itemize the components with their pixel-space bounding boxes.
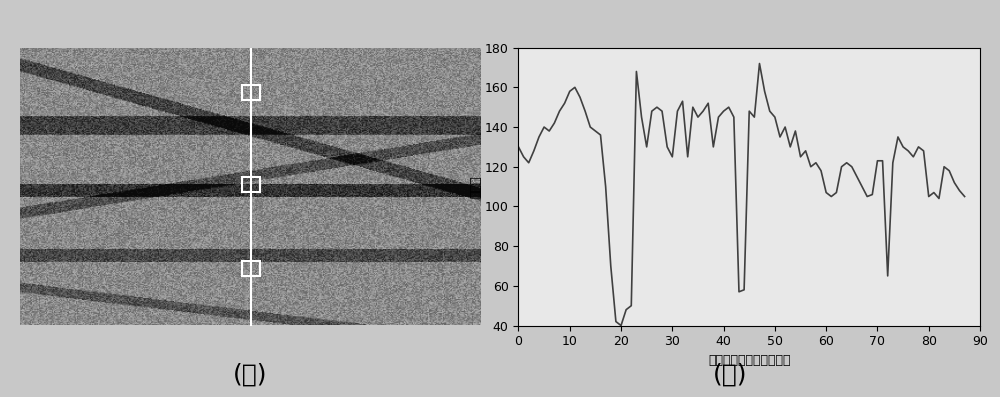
Y-axis label: 灰度级: 灰度级 <box>469 175 482 198</box>
Bar <box>242 85 260 100</box>
Bar <box>242 177 260 192</box>
Text: (ｂ): (ｂ) <box>713 362 747 386</box>
Bar <box>242 261 260 276</box>
X-axis label: 距离黄线最上边点的距离: 距离黄线最上边点的距离 <box>708 354 790 367</box>
Text: (ａ): (ａ) <box>233 362 267 386</box>
